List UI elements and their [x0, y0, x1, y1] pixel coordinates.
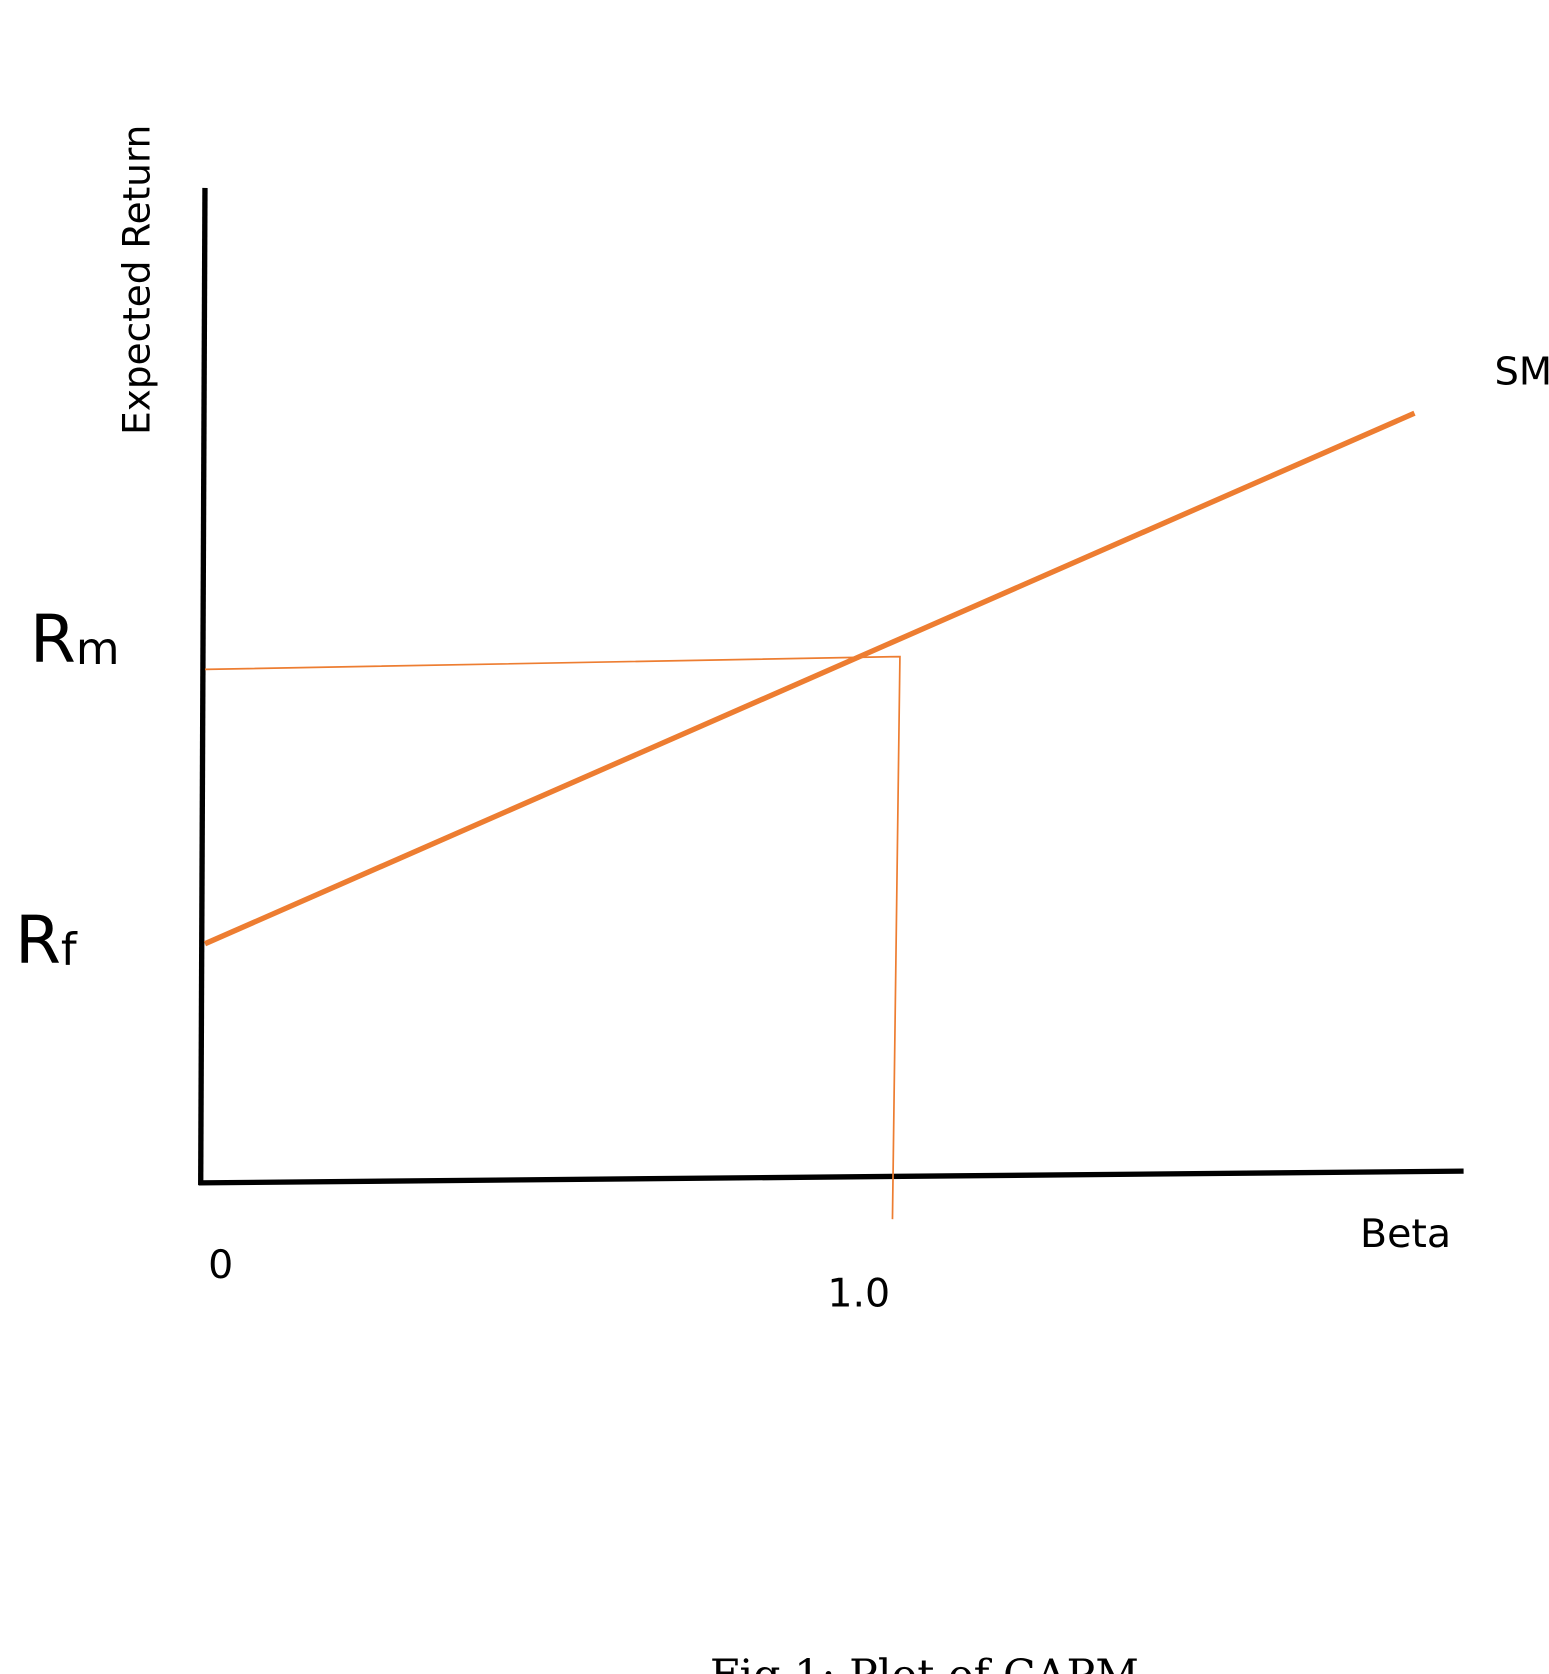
x-axis-label: Beta: [1360, 1211, 1451, 1257]
rf-main: R: [15, 902, 61, 979]
rm-sub: m: [76, 622, 120, 675]
rf-sub: f: [61, 923, 78, 976]
y-axis-label: Expected Return: [114, 125, 158, 435]
security-market-line: [203, 410, 1416, 947]
x-axis: [198, 1168, 1464, 1186]
line-label: SML: [1495, 349, 1549, 394]
market-guide-line: [204, 655, 901, 1220]
x-tick-label: 1.0: [827, 1271, 890, 1317]
caption: Fig 1: Plot of CAPM: [710, 1651, 1139, 1674]
rm-label: Rm: [30, 601, 120, 678]
rf-label: Rf: [15, 902, 78, 979]
y-axis: [198, 187, 208, 1186]
rm-main: R: [30, 601, 76, 678]
x-tick-label: 0: [208, 1242, 233, 1288]
